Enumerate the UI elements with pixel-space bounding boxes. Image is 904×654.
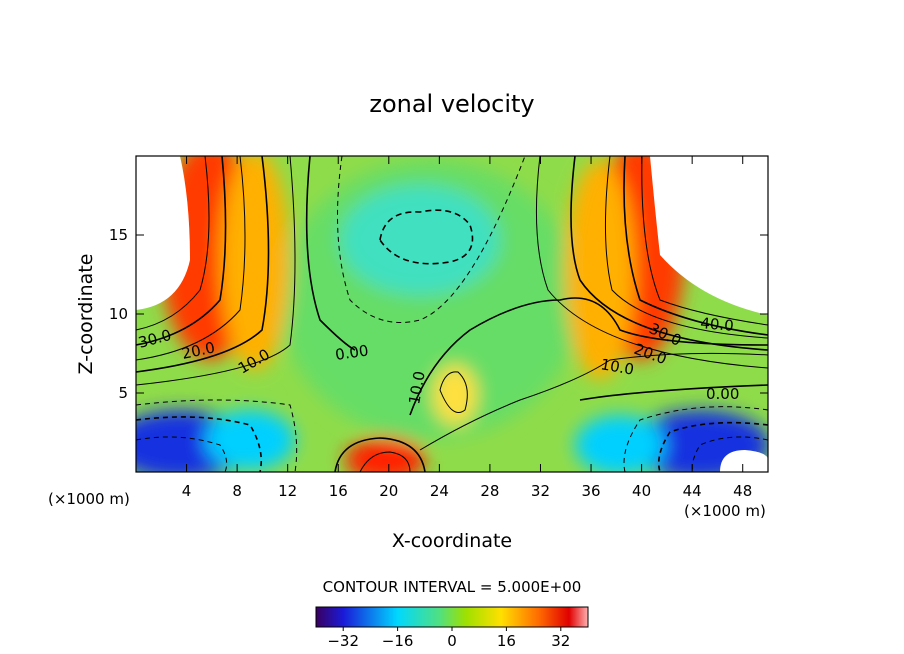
x-tick-label: 16 (329, 482, 348, 500)
contour-line (136, 436, 228, 472)
x-tick-label: 28 (480, 482, 499, 500)
left-orange-band (220, 156, 290, 370)
lower-right-cyan (575, 415, 665, 472)
x-tick-label: 40 (632, 482, 651, 500)
contour-line (439, 371, 468, 413)
contour-line (604, 156, 768, 339)
contour-line (535, 156, 768, 369)
contour-line (641, 156, 768, 326)
contour-line (136, 156, 210, 331)
mid-yellow-patch (433, 365, 477, 425)
contour-line (623, 156, 768, 336)
contour-interval-note: CONTOUR INTERVAL = 5.000E+00 (323, 578, 582, 596)
x-tick-label: 8 (232, 482, 242, 500)
contour-line (136, 156, 246, 361)
x-tick-label: 36 (581, 482, 600, 500)
contour-line (334, 437, 426, 472)
x-tick-label: 20 (379, 482, 398, 500)
y-axis-label: Z-coordinate (75, 254, 97, 375)
contour-line (136, 156, 227, 346)
y-tick-label: 15 (109, 226, 128, 244)
contour-line (136, 156, 296, 386)
y-tick-label: 10 (109, 305, 128, 323)
y-tick-label: 5 (118, 384, 128, 402)
x-unit-label: (×1000 m) (48, 490, 130, 508)
colorbar-tick-label: 0 (447, 632, 457, 650)
contour-line (623, 406, 768, 472)
colorbar-tick-label: 16 (497, 632, 516, 650)
contour-label: 0.00 (334, 341, 370, 363)
lower-left-cyan (205, 410, 295, 470)
contour-label: 40.0 (700, 314, 735, 335)
contour-label: 10.0 (599, 355, 635, 379)
colorbar-tick-label: −16 (382, 632, 414, 650)
contour-line (570, 156, 768, 351)
x-tick-label: 32 (531, 482, 550, 500)
heatmap-field: 30.0 20.0 10.0 0.00 10.0 30.0 40.0 20.0 … (136, 156, 768, 472)
contour-line (419, 352, 768, 451)
bottom-red-core (345, 438, 425, 472)
y-axis: 5 10 15 (109, 226, 768, 402)
x-tick-label: 12 (278, 482, 297, 500)
colorbar-ticks: −32 −16 0 16 32 (327, 627, 570, 650)
chart-title: zonal velocity (369, 90, 534, 118)
contour-label: 0.00 (706, 385, 739, 403)
y-unit-label: (×1000 m) (684, 502, 766, 520)
contour-line (337, 156, 526, 323)
contour-labels: 30.0 20.0 10.0 0.00 10.0 30.0 40.0 20.0 … (136, 314, 739, 406)
contour-line (136, 416, 263, 472)
contour-line (359, 451, 411, 472)
x-axis: 4 8 12 16 20 24 28 32 36 40 44 48 (182, 156, 752, 500)
colorbar: −32 −16 0 16 32 (315, 606, 589, 650)
contour-line (305, 156, 356, 351)
x-tick-label: 44 (683, 482, 702, 500)
colorbar-gradient (315, 606, 589, 628)
missing-data-upper-left (136, 156, 190, 310)
contour-label: 10.0 (405, 370, 429, 406)
contour-line (579, 384, 768, 401)
missing-data-lower-right (720, 450, 768, 472)
contour-line (136, 156, 270, 373)
contour-line (657, 421, 768, 472)
colorbar-tick-label: −32 (327, 632, 359, 650)
x-tick-label: 4 (182, 482, 192, 500)
x-tick-label: 24 (430, 482, 449, 500)
missing-data-upper-right (650, 156, 768, 315)
contour-line (379, 209, 474, 265)
x-tick-label: 48 (733, 482, 752, 500)
contour-lines (136, 156, 768, 472)
x-axis-label: X-coordinate (392, 530, 512, 552)
contour-line (409, 297, 768, 416)
upper-cyan-region (340, 185, 500, 295)
colorbar-tick-label: 32 (551, 632, 570, 650)
